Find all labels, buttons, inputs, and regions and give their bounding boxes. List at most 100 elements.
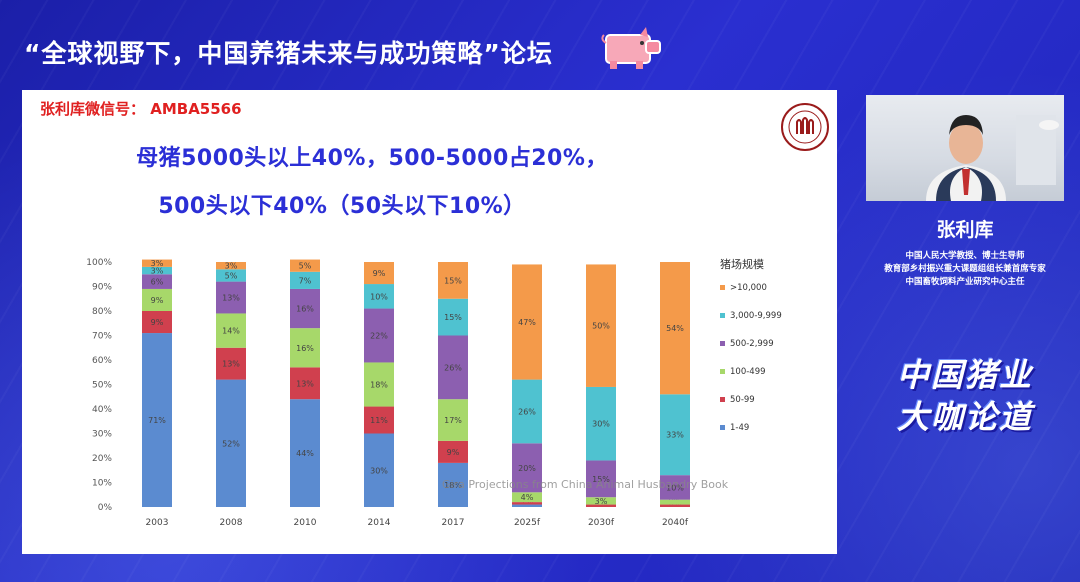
source-note: Gira Projections from China Animal Husba…	[442, 478, 729, 491]
data-label: 7%	[299, 276, 312, 285]
data-label: 47%	[518, 318, 536, 327]
bar-segment	[660, 499, 690, 505]
data-label: 9%	[373, 269, 386, 278]
legend-swatch	[720, 341, 725, 346]
x-tick-label: 2014	[368, 518, 391, 528]
legend-swatch	[720, 397, 725, 402]
data-label: 5%	[225, 271, 238, 280]
data-label: 9%	[151, 296, 164, 305]
bar-segment	[142, 333, 172, 507]
data-label: 4%	[521, 493, 534, 502]
data-label: 33%	[666, 431, 684, 440]
bar-segment	[512, 504, 542, 507]
data-label: 44%	[296, 449, 314, 458]
bar-segment	[586, 460, 616, 498]
bar-segment	[512, 379, 542, 444]
y-tick-label: 10%	[92, 479, 112, 489]
y-tick-label: 90%	[92, 283, 112, 293]
bar-segment	[586, 386, 616, 461]
x-tick-label: 2025f	[514, 518, 541, 528]
data-label: 11%	[370, 416, 388, 425]
bar-segment	[364, 362, 394, 407]
bar-segment	[438, 335, 468, 400]
data-label: 26%	[518, 407, 536, 416]
bar-segment	[438, 399, 468, 441]
bar-segment	[290, 288, 320, 329]
bar-segment	[586, 504, 616, 507]
data-label: 15%	[444, 313, 462, 322]
legend-title: 猪场规模	[720, 257, 764, 271]
data-label: 9%	[151, 318, 164, 327]
stacked-bar-chart: 0% 10% 20% 30% 40% 50% 60% 70% 80% 90% 100% 71% 9% 9%…	[86, 257, 782, 528]
headline-line-1: 母猪5000头以上40%，500-5000占20%，	[136, 146, 608, 171]
data-label: 15%	[444, 276, 462, 285]
speaker-video-frame	[926, 115, 1059, 201]
speaker-title-2: 教育部乡村振兴重大课题组组长兼首席专家	[884, 264, 1046, 274]
bar-segment	[438, 262, 468, 299]
legend-swatch	[720, 425, 725, 430]
x-tick-label: 2003	[146, 518, 169, 528]
y-tick-label: 70%	[92, 332, 112, 342]
bar-segment	[364, 284, 394, 309]
data-label: 15%	[592, 475, 610, 484]
bar-segment	[290, 367, 320, 400]
bar-segment	[364, 433, 394, 507]
university-seal-icon	[781, 103, 829, 151]
data-label: 17%	[444, 416, 462, 425]
y-tick-label: 30%	[92, 430, 112, 440]
bar-segment	[142, 259, 172, 267]
data-label: 10%	[370, 292, 388, 301]
data-label: 3%	[151, 267, 164, 276]
x-tick-label: 2017	[442, 518, 465, 528]
y-tick-label: 60%	[92, 356, 112, 366]
x-tick-label: 2008	[220, 518, 243, 528]
data-label: 9%	[447, 448, 460, 457]
bar-segment	[364, 308, 394, 363]
legend-label: 100-499	[730, 367, 766, 377]
pig-icon	[601, 27, 661, 69]
bar-segment	[290, 328, 320, 368]
forum-title: “全球视野下，中国养猪未来与成功策略”论坛	[24, 39, 553, 68]
speaker-name: 张利库	[936, 219, 994, 241]
bar-segment	[216, 269, 246, 282]
data-label: 50%	[592, 322, 610, 331]
headline-line-2: 500头以下40%（50头以下10%）	[158, 194, 526, 219]
y-tick-label: 0%	[98, 503, 113, 513]
brand-line-2: 大咖论道	[896, 398, 1033, 436]
bar-segment	[512, 443, 542, 493]
bar-segment	[216, 347, 246, 380]
bar-segment	[660, 475, 690, 500]
data-label: 16%	[296, 344, 314, 353]
bar-segment	[438, 298, 468, 336]
y-tick-label: 20%	[92, 454, 112, 464]
bar-segment	[290, 399, 320, 507]
wechat-id: 张利库微信号： AMBA5566	[40, 100, 242, 118]
speaker-title-3: 中国畜牧饲料产业研究中心主任	[905, 277, 1025, 287]
data-label: 3%	[595, 497, 608, 506]
bar-segment	[142, 288, 172, 311]
bar-segment	[216, 262, 246, 270]
y-tick-label: 40%	[92, 405, 112, 415]
data-label: 3%	[151, 259, 164, 268]
bar-segment	[512, 492, 542, 503]
bar-segment	[512, 502, 542, 505]
bar-segment	[142, 311, 172, 334]
slide: 张利库微信号： AMBA5566 母猪5000头以上40%，500-5000占2…	[22, 90, 837, 554]
bar-segment	[660, 262, 690, 395]
bar-segment	[216, 281, 246, 314]
data-label: 13%	[222, 294, 240, 303]
data-label: 13%	[296, 379, 314, 388]
data-label: 30%	[592, 420, 610, 429]
legend-swatch	[720, 369, 725, 374]
legend-swatch	[720, 285, 725, 290]
bar-segment	[216, 379, 246, 507]
bar-segment	[438, 440, 468, 463]
data-label: 10%	[666, 483, 684, 492]
legend-label: 50-99	[730, 395, 755, 405]
bar-segment	[512, 264, 542, 380]
data-label: 3%	[225, 262, 238, 271]
bar-segment	[290, 259, 320, 272]
data-label: 14%	[222, 327, 240, 336]
bar-segment	[142, 266, 172, 275]
legend-label: 3,000-9,999	[730, 311, 782, 321]
